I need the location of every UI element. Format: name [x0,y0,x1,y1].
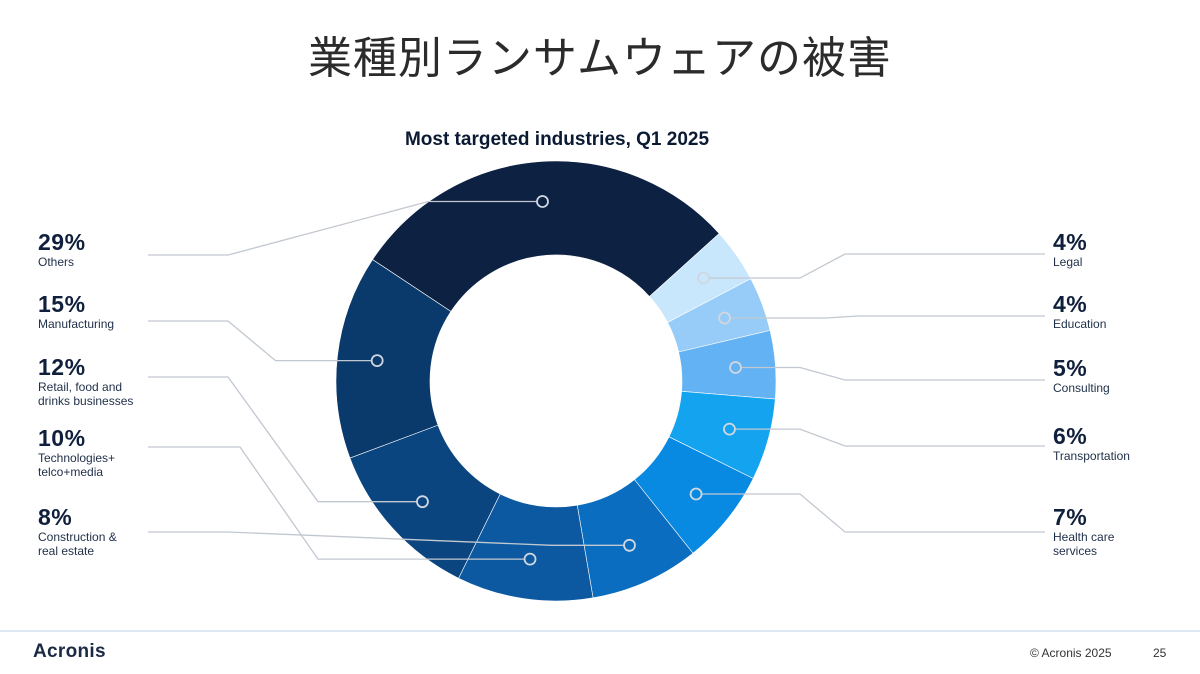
value-label-transportation: 6% [1053,423,1088,449]
slice-marker-construction-real-estate [623,538,636,552]
copyright-text: © Acronis 2025 [1030,646,1112,660]
legend-item-manufacturing: 15% Manufacturing [38,292,114,331]
value-label-education: 4% [1053,291,1088,317]
legend-item-retail-food-and-drinks-businesses: 12% Retail, food and drinks businesses [38,355,133,408]
slice-marker-manufacturing [370,354,384,368]
legend-item-consulting: 5% Consulting [1053,356,1110,395]
category-label-health-care-services: Health care services [1053,530,1115,558]
legend-item-health-care-services: 7% Health care services [1053,505,1114,558]
value-label-health-care-services: 7% [1053,504,1088,530]
value-label-retail-food-and-drinks-businesses: 12% [38,354,86,380]
acronis-logo: Acronis [33,641,106,662]
legend-item-construction-real-estate: 8% Construction & real estate [38,505,117,558]
value-label-construction-real-estate: 8% [38,504,73,530]
category-label-construction-real-estate: Construction & real estate [38,530,117,558]
slice-marker-health-care-services [689,487,703,501]
legend-item-others: 29% Others [38,230,86,269]
slice-marker-transportation [723,422,736,436]
category-label-manufacturing: Manufacturing [38,317,115,331]
footer-divider [0,630,1200,632]
slice-marker-others [536,195,549,208]
slice-marker-consulting [729,361,742,374]
leader-line-consulting [741,366,1045,381]
leader-line-health-care-services [702,493,1045,533]
slice-marker-legal [697,271,711,285]
category-label-consulting: Consulting [1053,381,1110,395]
slice-marker-retail-food-and-drinks-businesses [416,495,429,509]
leader-line-transportation [735,428,1045,447]
category-label-retail-food-and-drinks-businesses: Retail, food and drinks businesses [38,380,134,408]
slice-marker-technologies-telco-media [523,552,537,566]
category-label-technologies-telco-media: Technologies+ telco+media [38,451,116,479]
slice-manufacturing [335,259,452,459]
leader-line-legal [709,253,1045,279]
slice-others [372,160,720,312]
leader-line-manufacturing [148,320,372,362]
page-number: 25 [1153,646,1167,660]
leader-line-technologies-telco-media [148,446,525,560]
legend-item-education: 4% Education [1053,292,1106,331]
category-label-legal: Legal [1053,255,1083,269]
value-label-legal: 4% [1053,229,1088,255]
leader-line-construction-real-estate [148,531,624,546]
value-label-others: 29% [38,229,86,255]
legend-item-legal: 4% Legal [1053,230,1087,269]
value-label-consulting: 5% [1053,355,1088,381]
value-label-manufacturing: 15% [38,291,86,317]
legend-item-transportation: 6% Transportation [1053,424,1130,463]
category-label-education: Education [1053,317,1107,331]
category-label-transportation: Transportation [1053,449,1130,463]
value-label-technologies-telco-media: 10% [38,425,86,451]
leader-line-education [730,315,1045,319]
chart-title: Most targeted industries, Q1 2025 [404,129,710,150]
category-label-others: Others [38,255,75,269]
slide-title: 業種別ランサムウェアの被害 [307,33,893,84]
leader-line-retail-food-and-drinks-businesses [148,376,417,503]
leader-line-others [148,200,537,256]
slice-marker-education [718,311,732,325]
legend-item-technologies-telco-media: 10% Technologies+ telco+media [38,426,115,479]
